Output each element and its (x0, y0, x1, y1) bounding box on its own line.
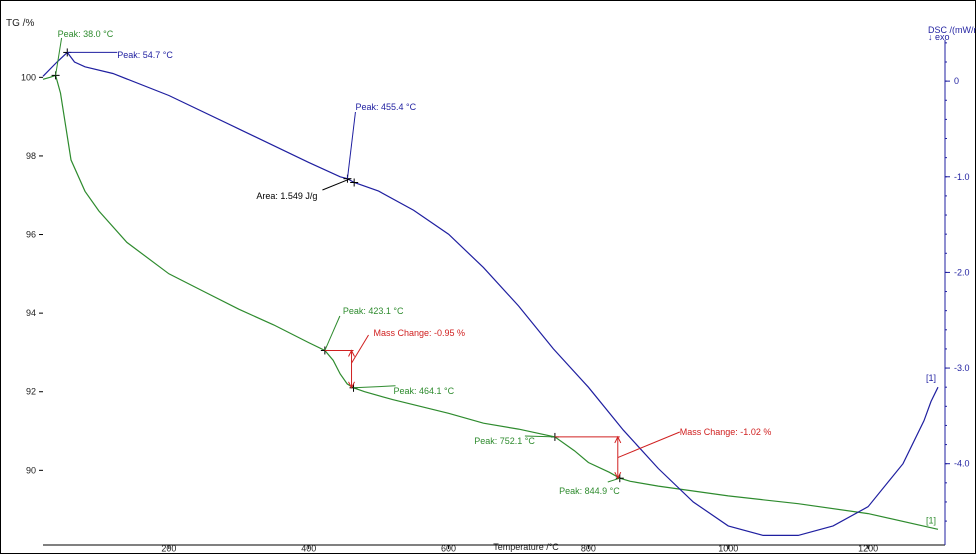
x-tick-label: 600 (441, 543, 456, 553)
x-tick-label: 200 (161, 543, 176, 553)
annotation-label: Peak: 423.1 °C (343, 306, 404, 316)
y-right-tick-label: 0 (954, 76, 959, 86)
annotation-label: Peak: 455.4 °C (355, 102, 416, 112)
x-tick-label: 400 (301, 543, 316, 553)
annotation-label: Area: 1.549 J/g (256, 191, 317, 201)
axis-ticks: 200 400 600 800 1000 1200 100 98 96 94 92 90 0 -1.0 -2… (21, 42, 970, 553)
leader-line (351, 334, 369, 364)
x-tick-label: 1200 (858, 543, 878, 553)
annotation-layer: Peak: 38.0 °C Peak: 54.7 °C Peak: 455.4 °C… (51, 29, 772, 496)
series-tg-end-marker: [1] (926, 515, 936, 525)
leader-line (55, 37, 63, 76)
mass-change-arrow (614, 471, 622, 480)
annotation-label: Peak: 464.1 °C (394, 386, 455, 396)
mass-change-arrow (614, 435, 622, 444)
annotation-label: Peak: 844.9 °C (559, 486, 620, 496)
y-right-axis-label: DSC /(mW/mg) (928, 25, 976, 35)
series-dsc-end-marker: [1] (926, 373, 936, 383)
y-left-tick-label: 90 (26, 465, 36, 475)
leader-line (617, 431, 680, 459)
x-axis-label: Temperature /°C (493, 542, 559, 552)
y-left-tick-label: 96 (26, 230, 36, 240)
y-right-tick-label: -1.0 (954, 172, 970, 182)
leader-line (353, 385, 396, 389)
mass-change-arrow (348, 381, 355, 389)
y-left-tick-label: 94 (26, 308, 36, 318)
annotation-label: Peak: 38.0 °C (58, 29, 114, 39)
y-right-axis-sublabel: ↓ exo (928, 32, 950, 42)
leader-line (346, 111, 356, 179)
y-left-tick-label: 92 (26, 387, 36, 397)
y-left-tick-label: 100 (21, 72, 36, 82)
series-dsc-line (42, 51, 939, 536)
y-right-tick-label: -2.0 (954, 267, 970, 277)
annotation-label: Mass Change: -0.95 % (374, 328, 466, 338)
annotation-label: Peak: 752.1 °C (474, 436, 535, 446)
leader-line (524, 435, 555, 438)
annotation-label: Mass Change: -1.02 % (680, 427, 772, 437)
x-tick-label: 800 (581, 543, 596, 553)
mass-change-arrow (348, 349, 355, 357)
y-right-tick-label: -3.0 (954, 363, 970, 373)
x-tick-label: 1000 (718, 543, 738, 553)
y-left-axis-label: TG /% (6, 18, 34, 29)
leader-line (324, 315, 341, 351)
y-right-tick-label: -4.0 (954, 459, 970, 469)
y-left-tick-label: 98 (26, 151, 36, 161)
annotation-label: Peak: 54.7 °C (117, 50, 173, 60)
leader-line (322, 178, 351, 191)
